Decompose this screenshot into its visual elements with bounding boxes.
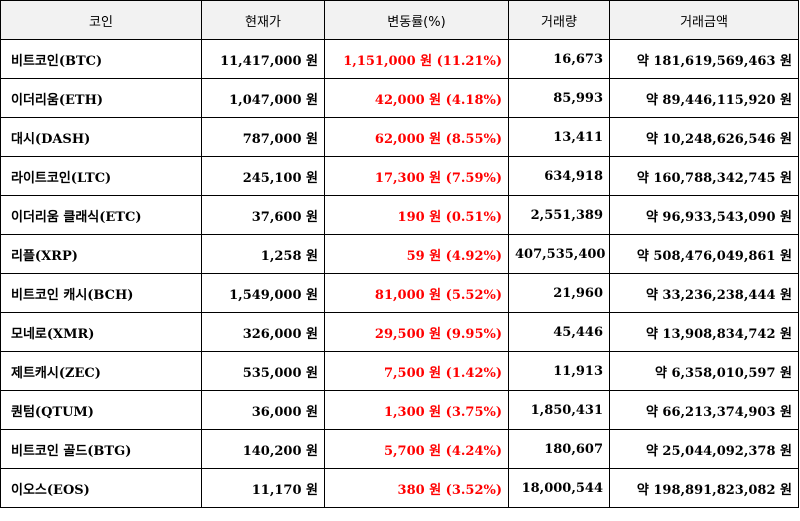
coin-name: 이더리움 클래식(ETC): [0, 195, 202, 235]
trade-amount: 약 181,619,569,463 원: [609, 39, 799, 79]
price-change: 29,500 원 (9.95%): [324, 312, 509, 352]
coin-name: 비트코인(BTC): [0, 39, 202, 79]
table-row: 비트코인(BTC) 11,417,000 원 1,151,000 원 (11.2…: [0, 39, 799, 79]
trade-amount: 약 10,248,626,546 원: [609, 117, 799, 157]
current-price: 140,200 원: [201, 429, 325, 469]
trade-volume: 45,446: [508, 312, 610, 352]
coin-name: 제트캐시(ZEC): [0, 351, 202, 391]
coin-name: 이오스(EOS): [0, 468, 202, 508]
current-price: 37,600 원: [201, 195, 325, 235]
trade-volume: 21,960: [508, 273, 610, 313]
table-row: 대시(DASH) 787,000 원 62,000 원 (8.55%) 13,4…: [0, 117, 799, 157]
price-change: 7,500 원 (1.42%): [324, 351, 509, 391]
table-row: 라이트코인(LTC) 245,100 원 17,300 원 (7.59%) 63…: [0, 156, 799, 196]
coin-name: 비트코인 골드(BTG): [0, 429, 202, 469]
trade-volume: 180,607: [508, 429, 610, 469]
header-coin: 코인: [0, 0, 202, 40]
coin-name: 라이트코인(LTC): [0, 156, 202, 196]
price-change: 190 원 (0.51%): [324, 195, 509, 235]
trade-volume: 2,551,389: [508, 195, 610, 235]
coin-name: 이더리움(ETH): [0, 78, 202, 118]
coin-name: 리플(XRP): [0, 234, 202, 274]
trade-amount: 약 96,933,543,090 원: [609, 195, 799, 235]
table-row: 이더리움 클래식(ETC) 37,600 원 190 원 (0.51%) 2,5…: [0, 195, 799, 235]
trade-volume: 13,411: [508, 117, 610, 157]
trade-volume: 11,913: [508, 351, 610, 391]
header-price: 현재가: [201, 0, 325, 40]
price-change: 17,300 원 (7.59%): [324, 156, 509, 196]
table-row: 퀀텀(QTUM) 36,000 원 1,300 원 (3.75%) 1,850,…: [0, 390, 799, 430]
trade-amount: 약 89,446,115,920 원: [609, 78, 799, 118]
coin-name: 모네로(XMR): [0, 312, 202, 352]
trade-amount: 약 33,236,238,444 원: [609, 273, 799, 313]
trade-volume: 85,993: [508, 78, 610, 118]
trade-amount: 약 66,213,374,903 원: [609, 390, 799, 430]
trade-amount: 약 160,788,342,745 원: [609, 156, 799, 196]
current-price: 11,170 원: [201, 468, 325, 508]
trade-amount: 약 6,358,010,597 원: [609, 351, 799, 391]
coin-name: 퀀텀(QTUM): [0, 390, 202, 430]
trade-volume: 634,918: [508, 156, 610, 196]
current-price: 535,000 원: [201, 351, 325, 391]
trade-amount: 약 198,891,823,082 원: [609, 468, 799, 508]
table-row: 이오스(EOS) 11,170 원 380 원 (3.52%) 18,000,5…: [0, 468, 799, 508]
table-row: 비트코인 캐시(BCH) 1,549,000 원 81,000 원 (5.52%…: [0, 273, 799, 313]
price-change: 1,300 원 (3.75%): [324, 390, 509, 430]
table-row: 모네로(XMR) 326,000 원 29,500 원 (9.95%) 45,4…: [0, 312, 799, 352]
header-volume: 거래량: [508, 0, 610, 40]
trade-amount: 약 508,476,049,861 원: [609, 234, 799, 274]
trade-volume: 16,673: [508, 39, 610, 79]
coin-name: 비트코인 캐시(BCH): [0, 273, 202, 313]
current-price: 36,000 원: [201, 390, 325, 430]
price-change: 59 원 (4.92%): [324, 234, 509, 274]
current-price: 787,000 원: [201, 117, 325, 157]
table-row: 리플(XRP) 1,258 원 59 원 (4.92%) 407,535,400…: [0, 234, 799, 274]
trade-amount: 약 25,044,092,378 원: [609, 429, 799, 469]
current-price: 1,258 원: [201, 234, 325, 274]
table-header-row: 코인 현재가 변동률(%) 거래량 거래금액: [0, 0, 799, 40]
table-row: 제트캐시(ZEC) 535,000 원 7,500 원 (1.42%) 11,9…: [0, 351, 799, 391]
table-row: 이더리움(ETH) 1,047,000 원 42,000 원 (4.18%) 8…: [0, 78, 799, 118]
price-change: 5,700 원 (4.24%): [324, 429, 509, 469]
price-change: 380 원 (3.52%): [324, 468, 509, 508]
current-price: 326,000 원: [201, 312, 325, 352]
price-change: 1,151,000 원 (11.21%): [324, 39, 509, 79]
price-change: 42,000 원 (4.18%): [324, 78, 509, 118]
current-price: 1,047,000 원: [201, 78, 325, 118]
trade-volume: 1,850,431: [508, 390, 610, 430]
coin-name: 대시(DASH): [0, 117, 202, 157]
current-price: 245,100 원: [201, 156, 325, 196]
header-amount: 거래금액: [609, 0, 799, 40]
current-price: 1,549,000 원: [201, 273, 325, 313]
current-price: 11,417,000 원: [201, 39, 325, 79]
coin-price-table: 코인 현재가 변동률(%) 거래량 거래금액 비트코인(BTC) 11,417,…: [0, 0, 799, 508]
trade-amount: 약 13,908,834,742 원: [609, 312, 799, 352]
table-row: 비트코인 골드(BTG) 140,200 원 5,700 원 (4.24%) 1…: [0, 429, 799, 469]
price-change: 81,000 원 (5.52%): [324, 273, 509, 313]
header-change: 변동률(%): [324, 0, 509, 40]
trade-volume: 407,535,400: [508, 234, 610, 274]
trade-volume: 18,000,544: [508, 468, 610, 508]
price-change: 62,000 원 (8.55%): [324, 117, 509, 157]
